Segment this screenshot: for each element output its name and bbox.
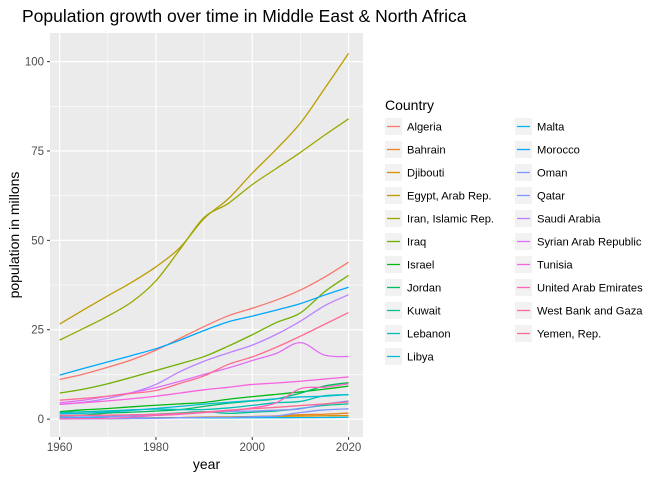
legend-item-label: Malta [537,122,565,134]
series-line-5 [59,274,349,394]
series-line-15 [59,294,349,406]
legend-item-label: Syrian Arab Republic [537,237,642,249]
y-axis-title: population in millons [6,172,22,299]
plot-panel [50,33,363,437]
y-tick-label: 25 [31,325,44,337]
legend-item-label: United Arab Emirates [537,283,643,295]
legend: Country Algeria Bahrain Djibouti Egypt, Ara… [385,97,643,365]
series-line-10 [59,393,349,415]
legend-item-label: Lebanon [407,329,451,341]
series-lines [59,53,350,420]
y-axis: 0 25 50 75 100 [25,57,50,426]
y-tick-label: 0 [38,414,44,426]
series-line-3 [59,53,350,325]
x-tick-label: 2000 [239,442,265,454]
legend-item-label: Israel [407,260,434,272]
legend-item-label: Yemen, Rep. [537,329,601,341]
legend-item-label: Kuwait [407,306,441,318]
series-line-17 [59,376,349,405]
legend-item-label: Iraq [407,237,426,249]
x-axis-title: year [193,456,221,472]
y-tick-label: 50 [31,235,44,247]
series-line-12 [59,286,349,376]
series-line-0 [59,261,349,381]
legend-item-label: Libya [407,352,435,364]
x-tick-label: 2020 [336,442,362,454]
legend-item-label: Morocco [537,145,580,157]
legend-item-label: Iran, Islamic Rep. [407,214,494,226]
legend-item-label: Tunisia [537,260,573,272]
legend-item-label: Djibouti [407,168,444,180]
series-line-20 [59,311,349,401]
x-tick-label: 1980 [143,442,169,454]
series-line-9 [59,394,349,414]
legend-title: Country [385,97,434,113]
legend-item-label: Oman [537,168,567,180]
legend-item-label: Bahrain [407,145,446,157]
series-line-19 [59,401,349,417]
legend-item-label: Qatar [537,191,565,203]
y-tick-label: 75 [31,146,44,158]
legend-item-label: Saudi Arabia [537,214,601,226]
legend-item-label: Egypt, Arab Rep. [407,191,492,203]
legend-item-label: West Bank and Gaza [537,306,643,318]
y-tick-label: 100 [25,57,44,69]
x-tick-label: 1960 [47,442,73,454]
series-line-7 [59,382,349,417]
chart-title: Population growth over time in Middle Ea… [22,6,467,26]
legend-item-label: Algeria [407,122,443,134]
legend-item-label: Jordan [407,283,441,295]
x-axis: 1960 1980 2000 2020 [47,437,362,454]
series-line-6 [59,385,349,413]
series-line-4 [59,118,349,341]
